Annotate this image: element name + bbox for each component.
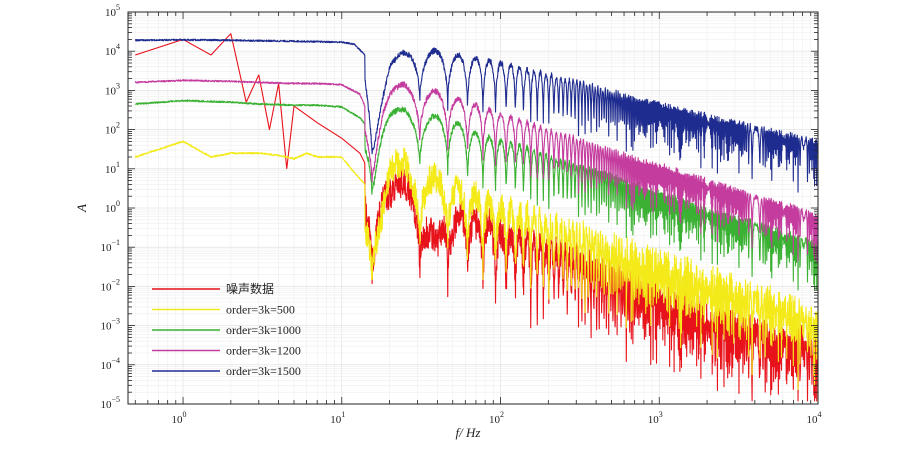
y-axis-label: A xyxy=(74,204,89,213)
legend: 噪声数据 order=3k=500 order=3k=1000 order=3k=12… xyxy=(152,281,301,378)
series-line-2 xyxy=(134,140,819,391)
x-tick-label: 102 xyxy=(489,410,504,426)
y-tick-label: 100 xyxy=(105,199,120,215)
y-tick-label: 10−1 xyxy=(100,238,120,254)
series-line-1 xyxy=(134,33,819,402)
legend-label: order=3k=1000 xyxy=(226,323,301,337)
y-tick-label: 10−4 xyxy=(100,356,120,372)
y-tick-label: 105 xyxy=(105,3,120,19)
y-tick-label: 104 xyxy=(105,42,120,58)
x-tick-label: 103 xyxy=(648,410,663,426)
legend-label: order=3k=1200 xyxy=(226,344,301,358)
y-tick-label: 10−2 xyxy=(100,277,120,293)
x-axis-label: f/ Hz xyxy=(456,425,481,440)
legend-label: order=3k=1500 xyxy=(226,364,301,378)
series-layer xyxy=(134,33,819,402)
grid-layer xyxy=(128,11,819,405)
x-tick-label: 104 xyxy=(807,410,822,426)
legend-label: order=3k=500 xyxy=(226,303,295,317)
series-line-5 xyxy=(134,38,819,193)
legend-label: 噪声数据 xyxy=(226,281,274,296)
series-line-4 xyxy=(134,79,819,262)
y-tick-label: 102 xyxy=(105,121,120,137)
series-line-3 xyxy=(134,99,819,291)
x-tick-label: 100 xyxy=(172,410,187,426)
y-tick-label: 10−5 xyxy=(100,395,120,411)
y-tick-label: 10−3 xyxy=(100,317,120,333)
x-tick-label: 101 xyxy=(330,410,345,426)
tick-layer: 100 101 102 103 104 10−5 10−4 10−3 10−2 10−1 100 10… xyxy=(100,3,821,426)
y-tick-label: 103 xyxy=(105,81,120,97)
y-tick-label: 101 xyxy=(105,160,120,176)
